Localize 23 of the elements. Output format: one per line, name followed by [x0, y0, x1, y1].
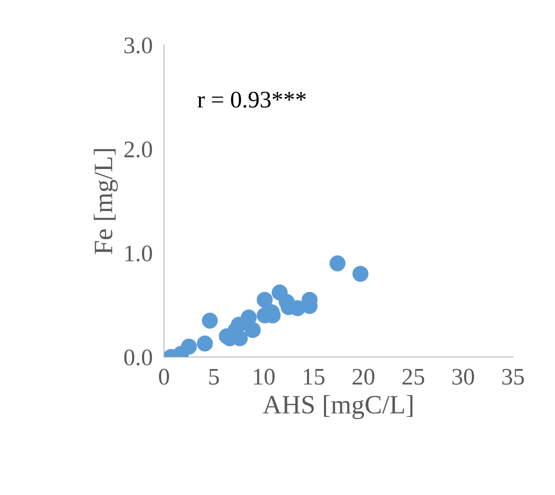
x-axis-title: AHS [mgC/L] — [262, 395, 412, 420]
x-tick-label: 0 — [158, 368, 170, 385]
point — [196, 336, 213, 352]
point — [202, 312, 218, 329]
x-tick-label: 25 — [402, 368, 424, 385]
annotation: r = 0.93*** — [198, 92, 306, 108]
point — [256, 292, 273, 308]
x-tick-label: 20 — [352, 368, 374, 385]
point — [352, 266, 368, 282]
y-tick-label: 2.0 — [124, 141, 152, 158]
point — [244, 322, 261, 338]
x-tick-label: 15 — [304, 368, 324, 385]
point — [240, 310, 257, 326]
x-tick-label: 35 — [502, 368, 524, 385]
y-tick-label: 0.0 — [124, 349, 152, 366]
x-tick-label: 30 — [452, 368, 474, 385]
x-tick-label: 10 — [254, 368, 275, 385]
point — [330, 255, 346, 272]
x-tick-label: 5 — [209, 369, 219, 385]
point — [180, 338, 197, 355]
y-tick-label: 3.0 — [124, 37, 152, 54]
y-tick-label: 1.0 — [125, 245, 152, 262]
y-axis-title: Fe [mg/L] — [94, 149, 118, 254]
